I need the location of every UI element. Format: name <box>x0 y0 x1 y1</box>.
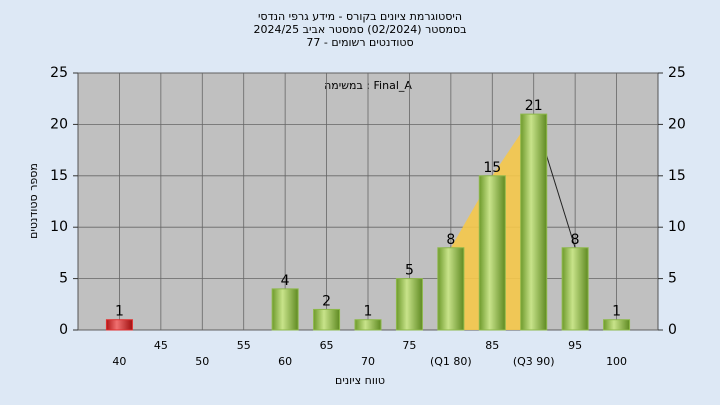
x-tick-label: (Q1 80) <box>430 355 472 368</box>
x-tick-label: 95 <box>568 339 582 352</box>
y2-tick-label: 20 <box>668 116 686 132</box>
x-tick-label: (Q3 90) <box>513 355 555 368</box>
value-label: 1 <box>612 304 621 320</box>
value-label: 1 <box>115 304 124 320</box>
value-label: 8 <box>446 232 455 248</box>
x-tick-label: 100 <box>606 355 627 368</box>
y-axis-label: מספר סטודנטים <box>27 163 40 239</box>
value-label: 2 <box>322 293 331 309</box>
y-tick-label: 20 <box>50 116 68 132</box>
value-label: 1 <box>364 304 373 320</box>
y-tick-label: 15 <box>50 168 68 184</box>
x-tick-label: 70 <box>361 355 375 368</box>
y2-tick-label: 15 <box>668 168 686 184</box>
value-label: 4 <box>281 273 290 289</box>
bar <box>478 175 506 331</box>
bar <box>313 308 341 331</box>
bar <box>520 113 548 331</box>
x-tick-label: 85 <box>485 339 499 352</box>
y-tick-label: 0 <box>59 322 68 338</box>
x-tick-label: 60 <box>278 355 292 368</box>
bar <box>437 247 465 331</box>
title-line: סטודנטים רשומים - 77 <box>306 36 413 49</box>
y-tick-label: 25 <box>50 65 68 81</box>
x-tick-label: 45 <box>154 339 168 352</box>
title-line: היסטוגרמת ציונים בקורס - מידע גרפי הנדסי <box>258 10 462 23</box>
bar <box>105 319 133 331</box>
x-tick-label: 55 <box>237 339 251 352</box>
y2-tick-label: 10 <box>668 219 686 235</box>
title-line: בסמסטר (02/2024) סמסטר אביב 2024/25 <box>253 23 466 36</box>
y2-tick-label: 5 <box>668 271 677 287</box>
y-tick-label: 5 <box>59 271 68 287</box>
x-tick-label: 65 <box>320 339 334 352</box>
x-axis-label: טווח ציונים <box>335 374 385 387</box>
bar <box>395 278 423 331</box>
bar <box>561 247 589 331</box>
x-tick-label: 75 <box>402 339 416 352</box>
bar <box>603 319 631 331</box>
value-label: 15 <box>483 160 501 176</box>
value-label: 5 <box>405 263 414 279</box>
x-tick-label: 40 <box>112 355 126 368</box>
y-tick-label: 10 <box>50 219 68 235</box>
y2-tick-label: 0 <box>668 322 677 338</box>
bar <box>354 319 382 331</box>
x-tick-label: 50 <box>195 355 209 368</box>
bar <box>271 288 299 331</box>
value-label: 21 <box>525 98 543 114</box>
value-label: 8 <box>571 232 580 248</box>
y2-tick-label: 25 <box>668 65 686 81</box>
